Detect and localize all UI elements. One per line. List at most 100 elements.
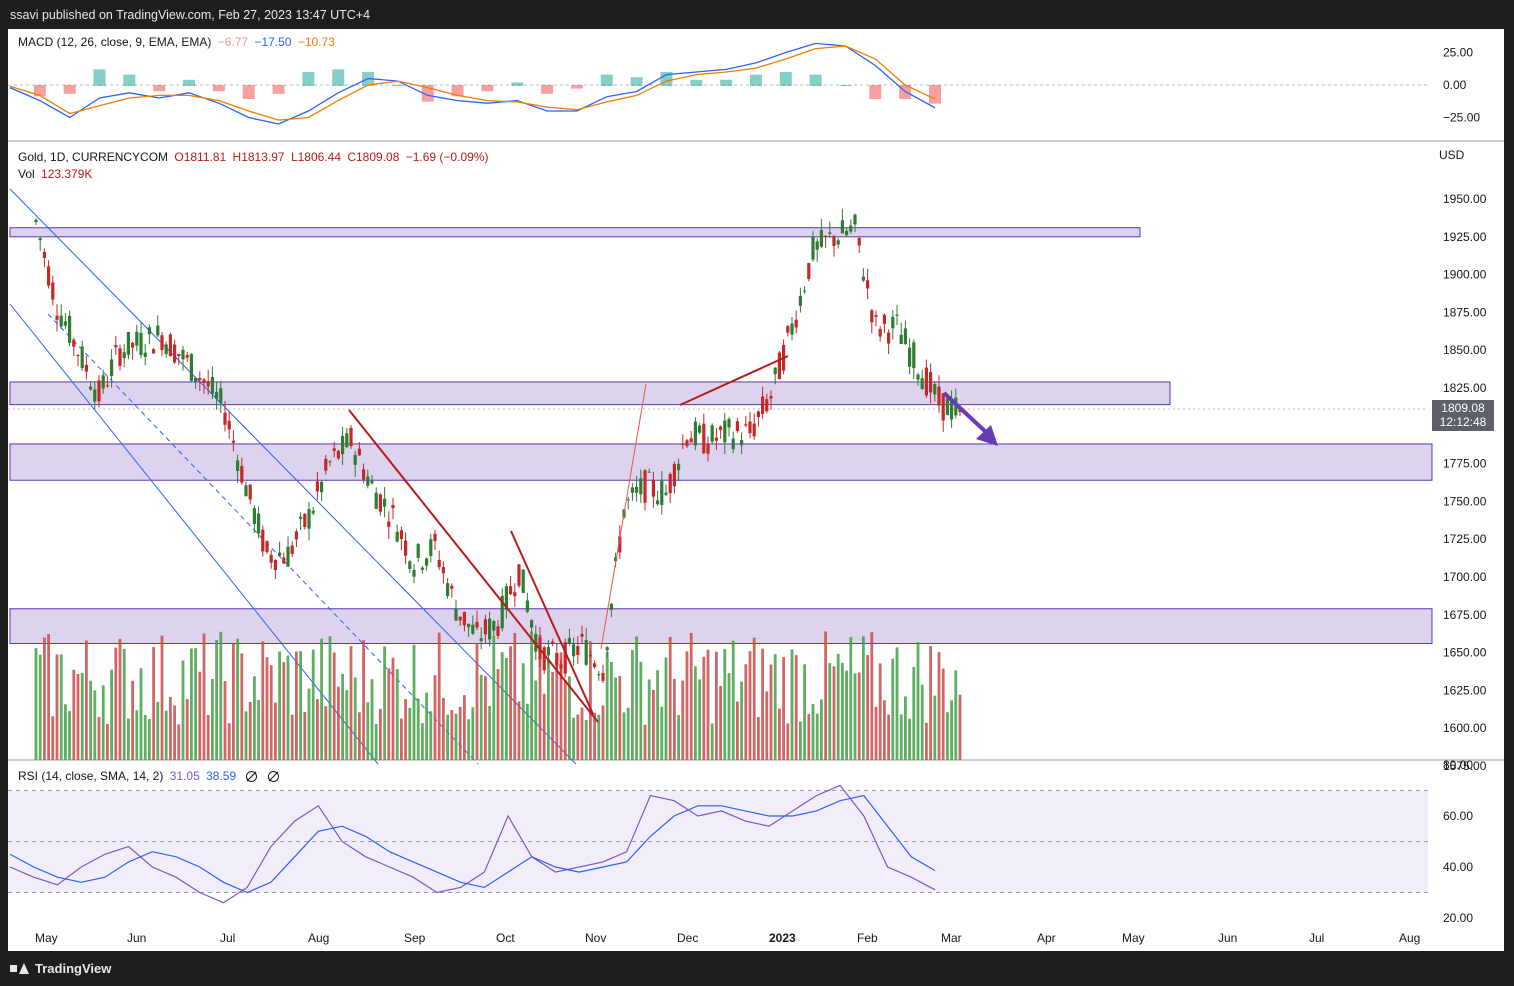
candle-body: [664, 492, 668, 495]
volume-bar: [169, 696, 172, 760]
rsi-value: 31.05: [169, 769, 200, 783]
time-axis-label: Jul: [1309, 931, 1324, 945]
macd-legend-name: MACD (12, 26, close, 9, EMA, EMA): [18, 35, 212, 49]
candle-body: [735, 421, 739, 432]
candle-body: [341, 435, 345, 455]
candle-body: [685, 440, 689, 446]
time-axis-label: Aug: [1399, 931, 1420, 945]
candle-body: [496, 626, 500, 636]
macd-histogram-bar: [153, 85, 166, 92]
volume-bar: [769, 664, 773, 760]
volume-bar: [34, 648, 38, 760]
candle-body: [588, 655, 592, 657]
volume-bar: [891, 658, 895, 760]
candle-body: [135, 331, 139, 346]
candle-body: [391, 504, 395, 509]
volume-bar: [589, 641, 592, 760]
volume-bar: [353, 677, 357, 760]
volume-bar: [958, 694, 962, 760]
volume-bar: [442, 697, 445, 760]
candle-body: [332, 448, 336, 451]
candle-body: [748, 421, 752, 434]
time-axis-label: Feb: [857, 931, 878, 945]
candle-body: [530, 620, 534, 628]
candle-body: [168, 334, 172, 357]
candle-body: [408, 561, 412, 569]
zone-1825: [9, 381, 1171, 406]
chart-canvas[interactable]: 25.00 0.00 −25.00 1950.00 1925.00 1900.00 1875…: [8, 29, 1504, 951]
volume-bar: [929, 646, 932, 760]
candle-body: [609, 603, 613, 610]
candle-body: [740, 440, 744, 446]
candle-body: [626, 499, 630, 501]
volume-bar: [194, 648, 197, 760]
price-axis-label: 1925.00: [1443, 230, 1487, 244]
candle-body: [80, 346, 84, 368]
rsi-legend[interactable]: RSI (14, close, SMA, 14, 2) 31.05 38.59: [18, 769, 282, 783]
channel-mid-line: [47, 313, 479, 765]
candle-body: [656, 500, 660, 505]
time-axis-label: Aug: [308, 931, 329, 945]
volume-bar: [941, 668, 945, 760]
candle-body: [399, 530, 403, 539]
time-axis-label: Sep: [404, 931, 426, 945]
volume-bar: [307, 688, 311, 760]
price-axis-label: 1625.00: [1443, 683, 1487, 697]
candle-body: [42, 251, 46, 258]
candle-body: [924, 367, 928, 396]
macd-histogram-bar: [511, 82, 524, 86]
volume-bar: [236, 638, 239, 760]
volume-bar: [925, 722, 928, 760]
price-axis-label: 1675.00: [1443, 608, 1487, 622]
volume-label: Vol: [18, 167, 35, 181]
candle-body: [412, 569, 416, 577]
volume-bar: [689, 633, 693, 760]
volume-bar: [836, 653, 840, 760]
ohlc-close: C1809.08: [347, 150, 400, 164]
volume-bar: [622, 712, 626, 760]
candle-body: [698, 425, 702, 433]
volume-bar: [290, 714, 294, 760]
volume-bar: [668, 637, 672, 760]
candle-body: [899, 334, 903, 345]
volume-bar: [845, 670, 848, 760]
candle-body: [265, 541, 269, 553]
volume-bar: [719, 685, 722, 760]
chart-frame[interactable]: 25.00 0.00 −25.00 1950.00 1925.00 1900.00 1875…: [8, 29, 1504, 951]
candle-body: [286, 546, 290, 567]
volume-bar: [446, 714, 449, 760]
candle-body: [777, 352, 781, 380]
candle-body: [710, 425, 714, 442]
price-legend[interactable]: Gold, 1D, CURRENCYCOM O1811.81 H1813.97 …: [18, 150, 491, 164]
candle-body: [845, 230, 849, 236]
volume-bar: [778, 708, 781, 760]
footer-brand[interactable]: TradingView: [10, 961, 111, 976]
macd-histogram-bar: [421, 85, 434, 102]
volume-bar: [702, 656, 706, 760]
candle-body: [206, 381, 210, 387]
volume-bar: [68, 711, 71, 760]
volume-bar: [395, 669, 399, 760]
candle-body: [278, 552, 282, 556]
macd-legend[interactable]: MACD (12, 26, close, 9, EMA, EMA) −6.77 …: [18, 35, 338, 49]
volume-legend[interactable]: Vol 123.379K: [18, 167, 95, 181]
volume-bar: [282, 662, 286, 760]
candle-body: [462, 611, 466, 626]
volume-bar: [89, 680, 92, 760]
candle-body: [525, 600, 529, 612]
candle-body: [605, 647, 609, 651]
candle-body: [383, 498, 387, 507]
volume-bar: [131, 680, 134, 760]
bar-countdown: 12:12:48: [1439, 415, 1487, 429]
candle-body: [143, 352, 147, 357]
volume-bar: [853, 673, 857, 760]
volume-bar: [223, 681, 227, 760]
candle-body: [366, 476, 370, 486]
candle-body: [105, 385, 109, 387]
candle-body: [488, 618, 492, 640]
macd-histogram-bar: [183, 79, 196, 86]
candle-body: [437, 560, 441, 568]
candle-body: [336, 450, 340, 459]
volume-bar: [257, 700, 260, 760]
volume-bar: [425, 692, 428, 760]
